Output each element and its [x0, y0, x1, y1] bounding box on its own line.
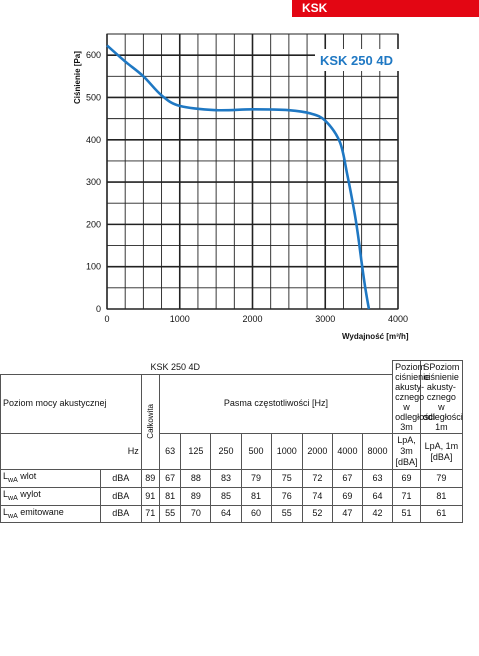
y-tick-label: 200: [86, 219, 101, 229]
row-label: LwA wlot: [0, 469, 101, 488]
band-250: 250: [210, 433, 242, 470]
band-value: 89: [180, 486, 212, 506]
row-unit: dBA: [99, 486, 142, 506]
band-value: 64: [361, 486, 394, 506]
row-label: LwA wylot: [0, 486, 101, 506]
x-tick-label: 4000: [388, 314, 408, 324]
product-badge: KSK: [292, 0, 479, 17]
fan-curve-chart: 0 1000 2000 3000 4000 0 100 200 300 400 500 600 KSK…: [73, 33, 409, 341]
table-body: LwA wlot dBA 89 67 88 83 79 75 72 67 63 69 79 LwA wyl…: [0, 469, 464, 524]
pressure3-header: Poziom ciśnienie akusty-cznego w odległo…: [392, 360, 435, 434]
pressure3-value: 71: [392, 486, 421, 506]
band-value: 52: [301, 504, 333, 524]
band-125: 125: [180, 433, 212, 470]
table-row: LwA emitowane dBA 71 55 70 64 60 55 52 47 42 51 61: [0, 504, 464, 524]
table-row: LwA wylot dBA 91 81 89 85 81 76 74 69 64 71 81: [0, 486, 464, 506]
row-unit: dBA: [99, 469, 142, 488]
y-tick-label: 500: [86, 92, 101, 102]
band-value: 72: [301, 469, 333, 488]
pressure1-value: 79: [419, 469, 464, 488]
power-level-header: Poziom mocy akustycznej: [0, 373, 142, 434]
total-header: Całkowita: [140, 373, 160, 470]
band-value: 75: [270, 469, 303, 488]
pressure3-value: 51: [392, 504, 421, 524]
chart-ticks: 0 1000 2000 3000 4000 0 100 200 300 400 500 600: [86, 50, 408, 324]
pressure1-header: SPoziom ciśnienie akusty-cznego w odległ…: [419, 360, 464, 434]
band-value: 60: [240, 504, 272, 524]
x-axis-title: Wydajność [m³/h]: [342, 332, 409, 341]
x-tick-label: 3000: [315, 314, 335, 324]
row-total: 91: [140, 486, 160, 506]
fan-curve-line: [106, 44, 371, 310]
band-value: 67: [158, 469, 182, 488]
pressure3-unit: LpA, 3m [dBA]: [392, 433, 421, 470]
band-value: 81: [158, 486, 182, 506]
band-value: 63: [361, 469, 394, 488]
band-1000: 1000: [270, 433, 303, 470]
hz-label: Hz: [100, 433, 142, 470]
table-model-title: KSK 250 4D: [0, 360, 393, 375]
row-total: 89: [140, 469, 160, 488]
band-value: 55: [270, 504, 303, 524]
chart-title: KSK 250 4D: [320, 53, 393, 68]
band-value: 55: [158, 504, 182, 524]
band-value: 70: [180, 504, 212, 524]
band-value: 85: [210, 486, 242, 506]
pressure1-value: 61: [419, 504, 464, 524]
band-value: 47: [331, 504, 363, 524]
band-value: 88: [180, 469, 212, 488]
pressure1-value: 81: [419, 486, 464, 506]
band-value: 64: [210, 504, 242, 524]
pressure3-value: 69: [392, 469, 421, 488]
band-4000: 4000: [331, 433, 363, 470]
band-500: 500: [240, 433, 272, 470]
band-value: 83: [210, 469, 242, 488]
y-axis-title: Ciśnienie [Pa]: [73, 51, 82, 104]
x-tick-label: 2000: [242, 314, 262, 324]
bands-header: Pasma częstotliwości [Hz]: [158, 373, 394, 434]
row-label: LwA emitowane: [0, 504, 101, 524]
acoustic-table: KSK 250 4D Poziom ciśnienie akusty-czneg…: [0, 360, 464, 524]
y-tick-label: 100: [86, 262, 101, 272]
band-value: 67: [331, 469, 363, 488]
band-8000: 8000: [361, 433, 394, 470]
chart-grid: [106, 33, 399, 310]
x-tick-label: 0: [104, 314, 109, 324]
band-value: 81: [240, 486, 272, 506]
y-tick-label: 0: [96, 304, 101, 314]
band-2000: 2000: [301, 433, 333, 470]
band-value: 42: [361, 504, 394, 524]
band-value: 74: [301, 486, 333, 506]
row-total: 71: [140, 504, 160, 524]
pressure1-unit: LpA, 1m [dBA]: [419, 433, 464, 470]
y-tick-label: 600: [86, 50, 101, 60]
band-value: 69: [331, 486, 363, 506]
band-value: 76: [270, 486, 303, 506]
y-tick-label: 300: [86, 177, 101, 187]
band-value: 79: [240, 469, 272, 488]
table-row: LwA wlot dBA 89 67 88 83 79 75 72 67 63 69 79: [0, 469, 464, 488]
row-unit: dBA: [99, 504, 142, 524]
band-63: 63: [158, 433, 182, 470]
y-tick-label: 400: [86, 135, 101, 145]
model-label-box: [315, 49, 399, 71]
x-tick-label: 1000: [170, 314, 190, 324]
